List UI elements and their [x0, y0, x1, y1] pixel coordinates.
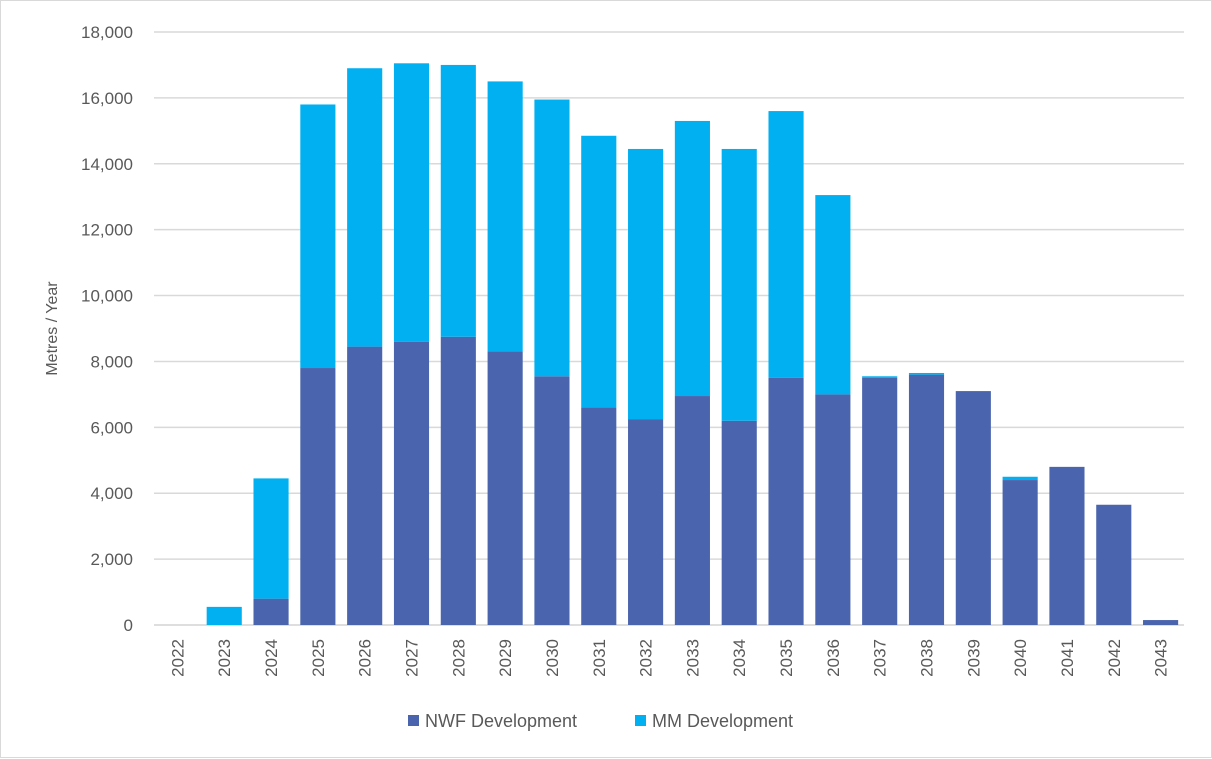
x-tick-label: 2026 — [356, 639, 375, 677]
x-tick-label: 2027 — [403, 639, 422, 677]
bar-segment — [1049, 466, 1085, 625]
legend-label: NWF Development — [425, 711, 577, 731]
bar-segment — [581, 135, 617, 408]
bar-segment — [393, 63, 430, 342]
x-tick-label: 2024 — [262, 639, 281, 677]
y-tick-label: 14,000 — [81, 155, 133, 174]
bar-segment — [1002, 476, 1038, 481]
bar-segment — [628, 419, 664, 625]
y-tick-label: 16,000 — [81, 89, 133, 108]
y-tick-label: 10,000 — [81, 287, 133, 306]
bar-segment — [534, 376, 570, 625]
bar-segment — [347, 346, 383, 625]
bar-segment — [815, 195, 851, 395]
y-tick-label: 6,000 — [90, 418, 133, 437]
bar-segment — [487, 81, 523, 352]
x-tick-label: 2043 — [1152, 639, 1171, 677]
bar-segment — [1096, 504, 1132, 625]
bar-segment — [1143, 620, 1179, 625]
legend-swatch — [635, 715, 646, 726]
bar-segment — [721, 420, 757, 625]
x-tick-label: 2029 — [496, 639, 515, 677]
x-tick-label: 2030 — [543, 639, 562, 677]
y-axis-title: Metres / Year — [44, 281, 61, 376]
x-tick-label: 2023 — [215, 639, 234, 677]
bar-segment — [674, 396, 710, 625]
y-tick-label: 8,000 — [90, 352, 133, 371]
bar-segment — [862, 377, 898, 625]
bar-segment — [955, 391, 991, 625]
bar-segment — [440, 64, 476, 337]
x-tick-label: 2022 — [168, 639, 187, 677]
bar-segment — [908, 372, 945, 375]
x-tick-label: 2025 — [309, 639, 328, 677]
bar-segment — [300, 104, 336, 369]
y-tick-label: 2,000 — [90, 550, 133, 569]
x-axis-ticks: 2022 2023 2024 2025 2026 2027 2028 2029 2030 2031… — [168, 639, 1170, 677]
bar-segment — [628, 148, 664, 420]
x-tick-label: 2028 — [449, 639, 468, 677]
x-tick-label: 2038 — [918, 639, 937, 677]
bar-segment — [253, 478, 289, 599]
bar-segment — [393, 341, 430, 625]
x-tick-label: 2034 — [730, 639, 749, 677]
bar-segment — [674, 120, 710, 397]
bar-segment — [440, 336, 476, 625]
x-tick-label: 2036 — [824, 639, 843, 677]
bar-segment — [815, 394, 851, 625]
y-axis-ticks: 0 2,000 4,000 6,000 8,000 10,000 12,000 14,000 1… — [81, 23, 133, 635]
bar-segment — [908, 374, 945, 625]
y-tick-label: 0 — [124, 616, 133, 635]
bar-segment — [862, 376, 898, 378]
y-tick-label: 18,000 — [81, 23, 133, 42]
x-tick-label: 2031 — [590, 639, 609, 677]
bar-segment — [721, 148, 757, 421]
bar-segment — [253, 598, 289, 625]
bar-segment — [768, 377, 804, 625]
x-tick-label: 2041 — [1058, 639, 1077, 677]
bar-segment — [300, 368, 336, 625]
y-tick-label: 12,000 — [81, 221, 133, 240]
x-tick-label: 2037 — [871, 639, 890, 677]
bars — [206, 63, 1179, 625]
bar-segment — [206, 606, 242, 625]
legend-swatch — [408, 715, 419, 726]
x-tick-label: 2033 — [683, 639, 702, 677]
legend-label: MM Development — [652, 711, 793, 731]
bar-segment — [534, 99, 570, 377]
x-tick-label: 2042 — [1105, 639, 1124, 677]
x-tick-label: 2040 — [1011, 639, 1030, 677]
x-tick-label: 2039 — [964, 639, 983, 677]
bar-segment — [1002, 480, 1038, 625]
bar-segment — [347, 68, 383, 347]
x-tick-label: 2035 — [777, 639, 796, 677]
y-tick-label: 4,000 — [90, 484, 133, 503]
bar-segment — [487, 351, 523, 625]
bar-segment — [581, 407, 617, 625]
legend: NWF Development MM Development — [408, 711, 793, 731]
bar-segment — [768, 111, 804, 378]
x-tick-label: 2032 — [637, 639, 656, 677]
